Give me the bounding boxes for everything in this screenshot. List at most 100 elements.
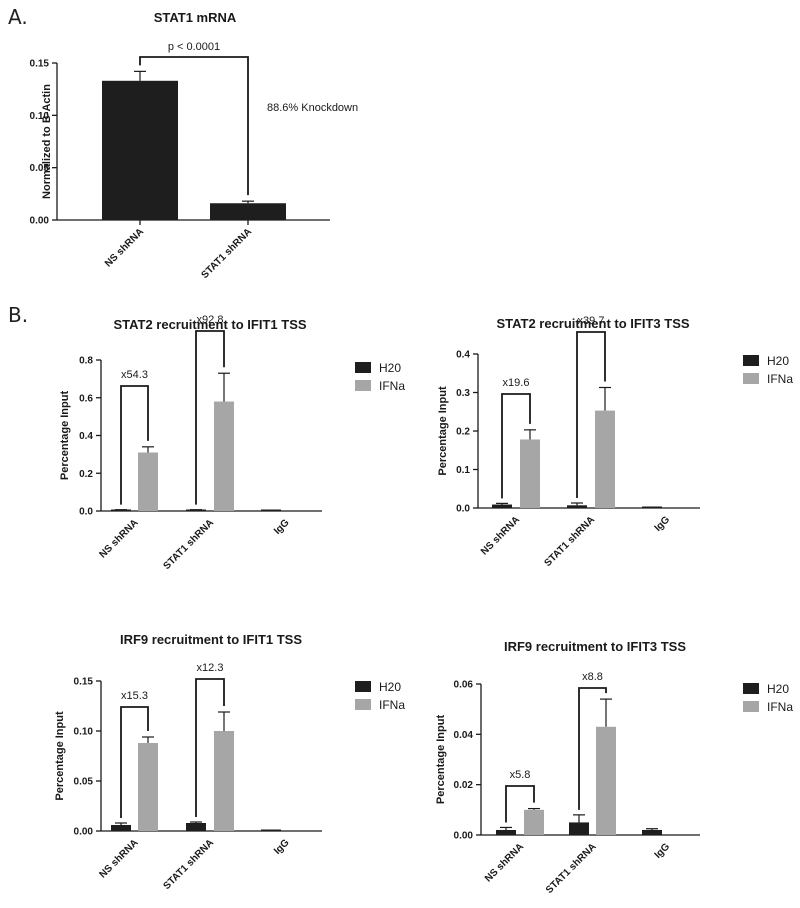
x-tick-label: NS shRNA bbox=[103, 226, 146, 269]
y-tick-label: 0.0 bbox=[456, 504, 470, 515]
y-axis-label: Percentage Input bbox=[59, 391, 71, 481]
y-tick-label: 0.6 bbox=[79, 393, 93, 404]
fold-change-label: x92.8 bbox=[197, 314, 224, 326]
bar-h20 bbox=[569, 822, 589, 835]
x-tick-label: NS shRNA bbox=[479, 514, 522, 557]
x-tick-label: STAT1 shRNA bbox=[199, 226, 254, 281]
legend-label-ifna: IFNa bbox=[767, 372, 793, 386]
y-tick-label: 0.04 bbox=[454, 730, 474, 741]
legend-label-h20: H20 bbox=[379, 680, 401, 694]
fold-change-label: x12.3 bbox=[197, 662, 224, 674]
legend-label-h20: H20 bbox=[379, 361, 401, 375]
panel-label-b: B. bbox=[8, 303, 28, 327]
charts-container: STAT1 mRNA Normalized to B-Actin 0.00 0.05 0… bbox=[30, 10, 794, 896]
bar-ifna bbox=[520, 439, 540, 508]
legend-swatch-h20 bbox=[355, 681, 371, 692]
bar-h20 bbox=[261, 509, 281, 511]
legend-label-ifna: IFNa bbox=[379, 379, 405, 393]
bar-ifna bbox=[138, 743, 158, 831]
y-tick-label: 0.2 bbox=[456, 427, 470, 438]
legend-swatch-ifna bbox=[743, 373, 759, 384]
y-tick-label: 0.15 bbox=[74, 677, 94, 688]
y-tick-label: 0.8 bbox=[79, 356, 93, 367]
y-tick-label: 0.00 bbox=[74, 827, 94, 838]
bar-ifna bbox=[214, 731, 234, 831]
y-tick-label: 0.2 bbox=[79, 469, 93, 480]
x-tick-label: STAT1 shRNA bbox=[161, 517, 216, 572]
x-tick-label: STAT1 shRNA bbox=[161, 837, 216, 892]
y-tick-label: 0.05 bbox=[30, 163, 50, 174]
legend-swatch-ifna bbox=[355, 380, 371, 391]
bar-h20 bbox=[261, 829, 281, 831]
y-tick-label: 0.05 bbox=[74, 777, 94, 788]
y-tick-label: 0.0 bbox=[79, 507, 93, 518]
bar-ifna bbox=[595, 410, 615, 508]
y-tick-label: 0.00 bbox=[454, 831, 474, 842]
x-tick-label: IgG bbox=[272, 517, 292, 537]
legend-label-h20: H20 bbox=[767, 682, 789, 696]
fold-change-bracket bbox=[578, 687, 607, 810]
chart-title: IRF9 recruitment to IFIT3 TSS bbox=[504, 639, 686, 654]
x-tick-label: NS shRNA bbox=[483, 841, 526, 884]
y-tick-label: 0.4 bbox=[456, 350, 470, 361]
legend-swatch-ifna bbox=[743, 701, 759, 712]
bar-ifna bbox=[596, 726, 616, 835]
fold-change-label: x39.7 bbox=[578, 315, 605, 327]
chart-title: STAT2 recruitment to IFIT3 TSS bbox=[496, 316, 689, 331]
x-tick-label: STAT1 shRNA bbox=[544, 841, 599, 896]
p-value-label: p < 0.0001 bbox=[168, 41, 220, 53]
fold-change-bracket bbox=[195, 330, 225, 505]
fold-change-bracket bbox=[501, 393, 531, 499]
y-tick-label: 0.4 bbox=[79, 431, 93, 442]
bar-h20 bbox=[186, 823, 206, 831]
x-tick-label: STAT1 shRNA bbox=[542, 514, 597, 569]
y-axis-label: Percentage Input bbox=[435, 715, 447, 805]
fold-change-label: x15.3 bbox=[121, 690, 148, 702]
legend-swatch-ifna bbox=[355, 699, 371, 710]
x-tick-label: NS shRNA bbox=[97, 517, 140, 560]
bar-h20 bbox=[186, 509, 206, 511]
x-tick-label: IgG bbox=[653, 841, 673, 861]
chart-irf9-ifit3: IRF9 recruitment to IFIT3 TSS Percentage … bbox=[435, 639, 793, 896]
significance-bracket bbox=[139, 56, 249, 196]
legend-swatch-h20 bbox=[355, 362, 371, 373]
y-tick-label: 0.02 bbox=[454, 780, 474, 791]
fold-change-label: x54.3 bbox=[121, 369, 148, 381]
fold-change-bracket bbox=[120, 385, 149, 505]
bar-h20 bbox=[111, 509, 131, 511]
bar-h20 bbox=[642, 829, 662, 835]
fold-change-bracket bbox=[505, 785, 535, 823]
fold-change-label: x5.8 bbox=[510, 769, 531, 781]
legend-label-h20: H20 bbox=[767, 354, 789, 368]
panel-label-a: A. bbox=[8, 5, 28, 29]
y-axis-label: Normalized to B-Actin bbox=[41, 84, 53, 199]
fold-change-bracket bbox=[576, 331, 606, 498]
y-tick-label: 0.10 bbox=[74, 727, 94, 738]
fold-change-bracket bbox=[120, 706, 149, 818]
bar bbox=[102, 80, 178, 220]
fold-change-label: x8.8 bbox=[582, 671, 603, 683]
bar-h20 bbox=[492, 504, 512, 508]
bar-h20 bbox=[496, 829, 516, 835]
y-tick-label: 0.10 bbox=[30, 111, 50, 122]
bar-ifna bbox=[524, 809, 544, 835]
y-tick-label: 0.00 bbox=[30, 216, 50, 227]
legend-label-ifna: IFNa bbox=[379, 698, 405, 712]
bar-h20 bbox=[567, 505, 587, 508]
y-tick-label: 0.3 bbox=[456, 388, 470, 399]
legend-swatch-h20 bbox=[743, 683, 759, 694]
legend-swatch-h20 bbox=[743, 355, 759, 366]
legend-label-ifna: IFNa bbox=[767, 700, 793, 714]
y-tick-label: 0.06 bbox=[454, 680, 474, 691]
bar bbox=[210, 203, 286, 220]
y-axis-label: Percentage Input bbox=[54, 711, 66, 801]
fold-change-bracket bbox=[195, 678, 225, 817]
x-tick-label: IgG bbox=[272, 837, 292, 857]
fold-change-label: x19.6 bbox=[503, 377, 530, 389]
bar-ifna bbox=[138, 452, 158, 511]
y-axis-label: Percentage Input bbox=[437, 386, 449, 476]
chart-stat2-ifit1: STAT2 recruitment to IFIT1 TSS Percentage… bbox=[59, 314, 405, 572]
chart-stat2-ifit3: STAT2 recruitment to IFIT3 TSS Percentage… bbox=[437, 315, 793, 569]
chart-title: STAT1 mRNA bbox=[154, 10, 237, 25]
